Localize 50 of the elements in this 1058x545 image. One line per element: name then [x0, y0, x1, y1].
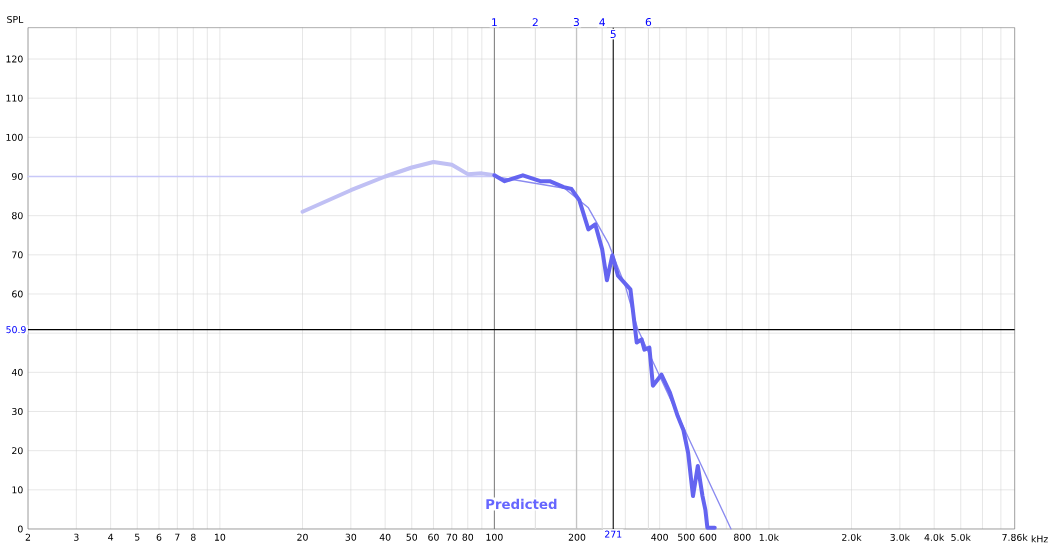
x-tick-label: 200: [568, 533, 586, 541]
text: 1: [492, 18, 497, 26]
y-tick-label: 40: [11, 368, 23, 376]
x-tick-label: 4: [108, 533, 114, 541]
ref-line-label: 271: [605, 530, 622, 538]
x-tick-label: 7.86k: [1002, 533, 1028, 541]
y-tick-label: 90: [12, 172, 23, 180]
text: 2: [532, 17, 538, 26]
x-axis-title: kHz: [1031, 535, 1048, 543]
text: 3: [573, 17, 579, 26]
x-tick-label: 400: [651, 533, 668, 541]
ref-line-label: 50.9: [6, 325, 26, 333]
x-tick-label: 40: [379, 533, 391, 541]
y-tick-label: 10: [12, 486, 23, 494]
x-tick-label: 7: [175, 533, 180, 541]
x-tick-label: 30: [345, 533, 357, 541]
x-tick-label: 800: [734, 533, 751, 541]
y-tick-label: 30: [12, 407, 23, 415]
x-tick-label: 5.0k: [951, 533, 971, 541]
y-tick-label: 0: [17, 525, 23, 533]
x-tick-label: 2.0k: [842, 533, 862, 541]
x-tick-label: 3.0k: [890, 533, 910, 541]
annotation: Predicted: [486, 498, 557, 509]
x-tick-label: 4.0k: [924, 533, 945, 541]
y-tick-label: 70: [12, 251, 23, 259]
y-tick-label: 60: [12, 290, 23, 298]
text: 4: [599, 18, 605, 26]
x-tick-label: 600: [699, 533, 717, 541]
y-axis-title: SPL: [7, 15, 24, 23]
x-tick-label: 10: [214, 533, 226, 541]
x-tick-label: 8: [190, 533, 196, 541]
annotation: 5: [610, 29, 616, 38]
x-tick-label: 70: [446, 533, 458, 541]
x-tick-label: 3: [74, 533, 79, 541]
x-tick-label: 80: [462, 533, 474, 541]
y-tick-label: 20: [12, 446, 23, 454]
x-tick-label: 50: [406, 533, 418, 541]
x-tick-label: 60: [428, 533, 439, 541]
y-tick-label: 120: [6, 55, 23, 63]
x-tick-label: 6: [156, 533, 162, 541]
y-tick-label: 110: [6, 94, 23, 102]
y-tick-label: 80: [12, 211, 23, 219]
x-tick-label: 1.0k: [759, 533, 779, 541]
x-tick-label: 2: [25, 533, 31, 541]
x-tick-label: 20: [297, 533, 308, 541]
x-tick-label: 500: [678, 533, 695, 541]
y-tick-label: 100: [6, 133, 23, 141]
text: 6: [645, 17, 652, 26]
x-tick-label: 100: [486, 533, 503, 541]
x-tick-label: 5: [134, 533, 140, 541]
